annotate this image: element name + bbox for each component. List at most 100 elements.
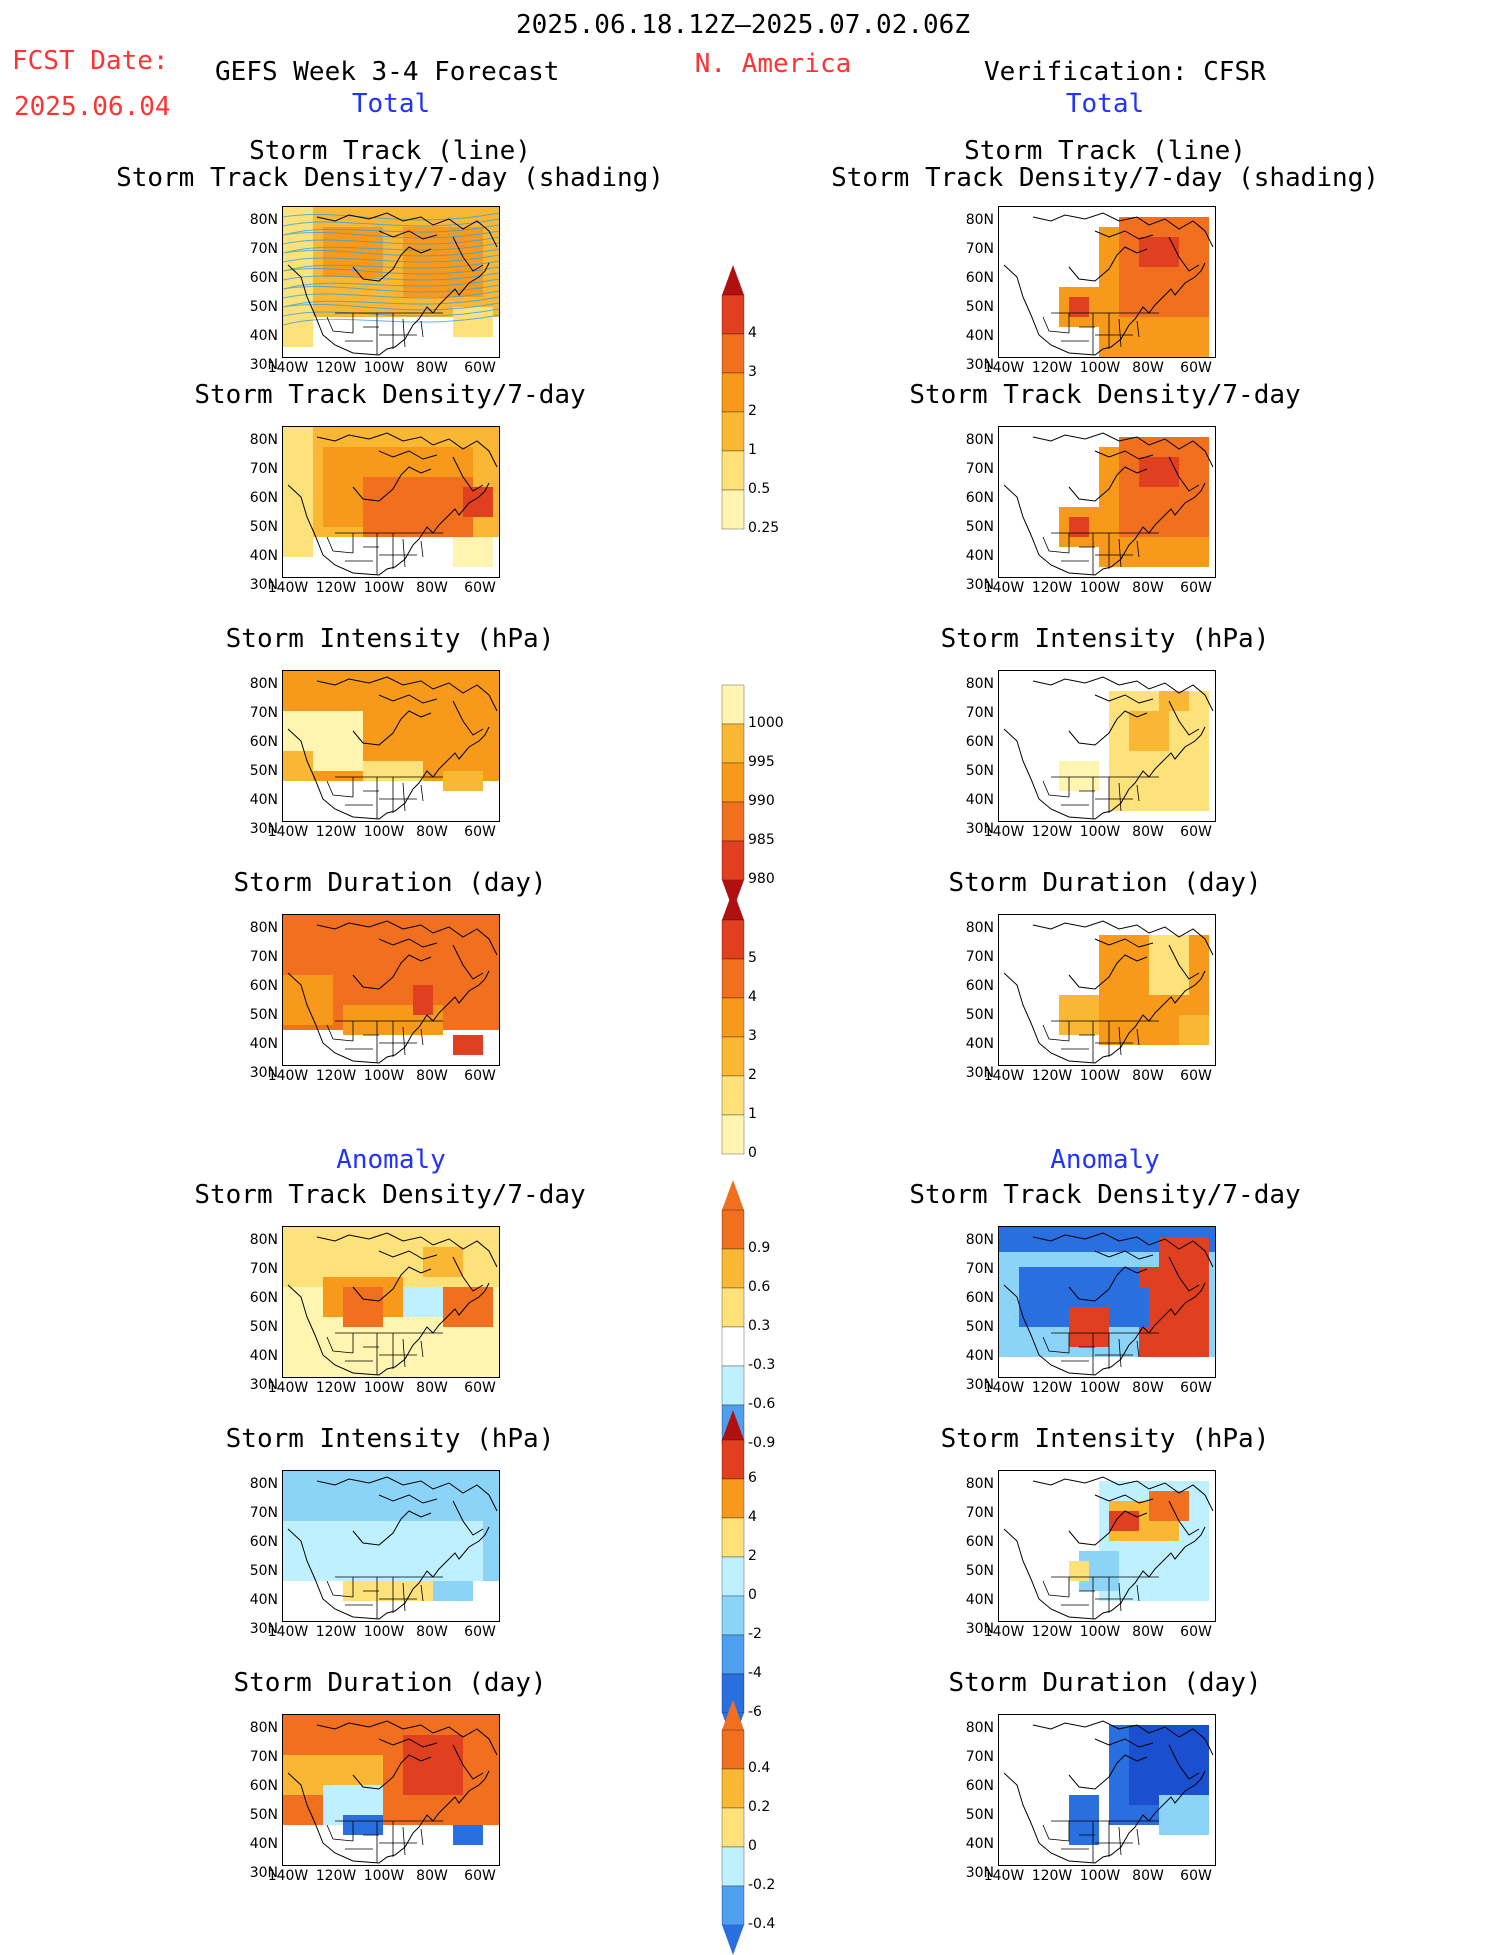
- longitude-tick-label: 60W: [1180, 1624, 1212, 1640]
- latitude-tick-label: 70N: [965, 1505, 994, 1521]
- latitude-tick-label: 80N: [965, 212, 994, 228]
- latitude-tick-label: 30N: [965, 577, 994, 593]
- latitude-tick-label: 50N: [965, 763, 994, 779]
- latitude-tick-label: 60N: [965, 1778, 994, 1794]
- latitude-tick-label: 60N: [249, 1290, 278, 1306]
- latitude-tick-label: 80N: [965, 432, 994, 448]
- longitude-tick-label: 80W: [416, 580, 448, 596]
- longitude-tick-label: 80W: [1132, 824, 1164, 840]
- colorbar-tick-label: 2: [748, 1067, 757, 1083]
- longitude-tick-label: 80W: [1132, 580, 1164, 596]
- latitude-tick-label: 80N: [965, 676, 994, 692]
- verification-density-anomaly-map: [998, 1226, 1216, 1378]
- verification-duration-title: Storm Duration (day): [948, 868, 1262, 898]
- colorbar-tick-label: 6: [748, 1470, 757, 1486]
- latitude-tick-label: 70N: [249, 1505, 278, 1521]
- latitude-tick-label: 70N: [249, 1261, 278, 1277]
- fcst-date-label: FCST Date:: [12, 46, 169, 76]
- density-colorbar: 4 3 2 1 0.5 0.25: [720, 265, 800, 559]
- forecast-intensity-anomaly-title: Storm Intensity (hPa): [225, 1424, 555, 1454]
- latitude-tick-label: 50N: [965, 299, 994, 315]
- forecast-density-anomaly-title: Storm Track Density/7-day: [194, 1180, 586, 1210]
- colorbar-tick-label: 2: [748, 1548, 757, 1564]
- total-label-left: Total: [351, 89, 431, 119]
- colorbar-tick-label: -0.9: [748, 1435, 776, 1451]
- longitude-tick-label: 140W: [267, 360, 309, 376]
- longitude-tick-label: 80W: [416, 1068, 448, 1084]
- latitude-tick-label: 50N: [249, 1319, 278, 1335]
- longitude-tick-label: 140W: [267, 824, 309, 840]
- period-title: 2025.06.18.12Z—2025.07.02.06Z: [516, 10, 970, 40]
- latitude-tick-label: 80N: [249, 1476, 278, 1492]
- forecast-duration-anomaly-map: [282, 1714, 500, 1866]
- latitude-tick-label: 60N: [965, 1290, 994, 1306]
- longitude-tick-label: 60W: [1180, 824, 1212, 840]
- longitude-tick-label: 80W: [416, 360, 448, 376]
- latitude-tick-label: 50N: [965, 519, 994, 535]
- latitude-tick-label: 70N: [249, 1749, 278, 1765]
- colorbar-tick-label: 995: [748, 754, 775, 770]
- longitude-tick-label: 100W: [1079, 1068, 1121, 1084]
- longitude-tick-label: 60W: [464, 360, 496, 376]
- longitude-tick-label: 80W: [416, 1380, 448, 1396]
- verification-intensity-title: Storm Intensity (hPa): [940, 624, 1270, 654]
- colorbar-tick-label: -2: [748, 1626, 762, 1642]
- verification-density-anomaly-title: Storm Track Density/7-day: [909, 1180, 1301, 1210]
- latitude-tick-label: 40N: [249, 548, 278, 564]
- anomaly-label-right: Anomaly: [1050, 1145, 1160, 1175]
- colorbar-tick-label: 4: [748, 1509, 757, 1525]
- latitude-tick-label: 40N: [965, 1592, 994, 1608]
- verification-duration-anomaly-map: [998, 1714, 1216, 1866]
- verification-track-map: [998, 206, 1216, 358]
- latitude-tick-label: 60N: [249, 734, 278, 750]
- latitude-tick-label: 50N: [249, 763, 278, 779]
- colorbar-tick-label: -0.4: [748, 1916, 776, 1932]
- longitude-tick-label: 100W: [363, 824, 405, 840]
- longitude-tick-label: 60W: [1180, 580, 1212, 596]
- region-title: N. America: [694, 49, 852, 79]
- forecast-track-title: Storm Track (line) Storm Track Density/7…: [116, 136, 664, 193]
- forecast-track-map: [282, 206, 500, 358]
- latitude-tick-label: 40N: [965, 792, 994, 808]
- latitude-tick-label: 30N: [249, 357, 278, 373]
- longitude-tick-label: 120W: [1031, 1380, 1073, 1396]
- longitude-tick-label: 120W: [315, 1624, 357, 1640]
- forecast-density-title: Storm Track Density/7-day: [194, 380, 586, 410]
- latitude-tick-label: 40N: [249, 792, 278, 808]
- longitude-tick-label: 60W: [464, 580, 496, 596]
- colorbar-tick-label: 1: [748, 442, 757, 458]
- colorbar-tick-label: -4: [748, 1665, 762, 1681]
- longitude-tick-label: 120W: [1031, 1868, 1073, 1884]
- forecast-density-map: [282, 426, 500, 578]
- verification-intensity-anomaly-map: [998, 1470, 1216, 1622]
- longitude-tick-label: 100W: [363, 580, 405, 596]
- density-anomaly-colorbar: 0.9 0.6 0.3 -0.3 -0.6 -0.9: [720, 1180, 800, 1474]
- forecast-title: GEFS Week 3-4 Forecast: [215, 57, 560, 87]
- longitude-tick-label: 100W: [363, 1068, 405, 1084]
- longitude-tick-label: 60W: [1180, 1068, 1212, 1084]
- latitude-tick-label: 40N: [965, 1348, 994, 1364]
- longitude-tick-label: 140W: [983, 580, 1025, 596]
- latitude-tick-label: 50N: [965, 1563, 994, 1579]
- latitude-tick-label: 40N: [249, 1592, 278, 1608]
- latitude-tick-label: 30N: [249, 1065, 278, 1081]
- latitude-tick-label: 30N: [965, 357, 994, 373]
- latitude-tick-label: 80N: [965, 1232, 994, 1248]
- longitude-tick-label: 140W: [983, 1624, 1025, 1640]
- longitude-tick-label: 60W: [1180, 360, 1212, 376]
- longitude-tick-label: 80W: [1132, 1624, 1164, 1640]
- longitude-tick-label: 120W: [315, 360, 357, 376]
- latitude-tick-label: 50N: [249, 1563, 278, 1579]
- forecast-intensity-anomaly-map: [282, 1470, 500, 1622]
- longitude-tick-label: 100W: [1079, 1868, 1121, 1884]
- forecast-duration-title: Storm Duration (day): [233, 868, 547, 898]
- latitude-tick-label: 40N: [249, 1036, 278, 1052]
- latitude-tick-label: 60N: [249, 270, 278, 286]
- colorbar-tick-label: 2: [748, 403, 757, 419]
- latitude-tick-label: 30N: [249, 577, 278, 593]
- latitude-tick-label: 70N: [965, 1749, 994, 1765]
- longitude-tick-label: 100W: [363, 1624, 405, 1640]
- colorbar-tick-label: 0: [748, 1838, 757, 1854]
- latitude-tick-label: 40N: [965, 548, 994, 564]
- latitude-tick-label: 70N: [965, 705, 994, 721]
